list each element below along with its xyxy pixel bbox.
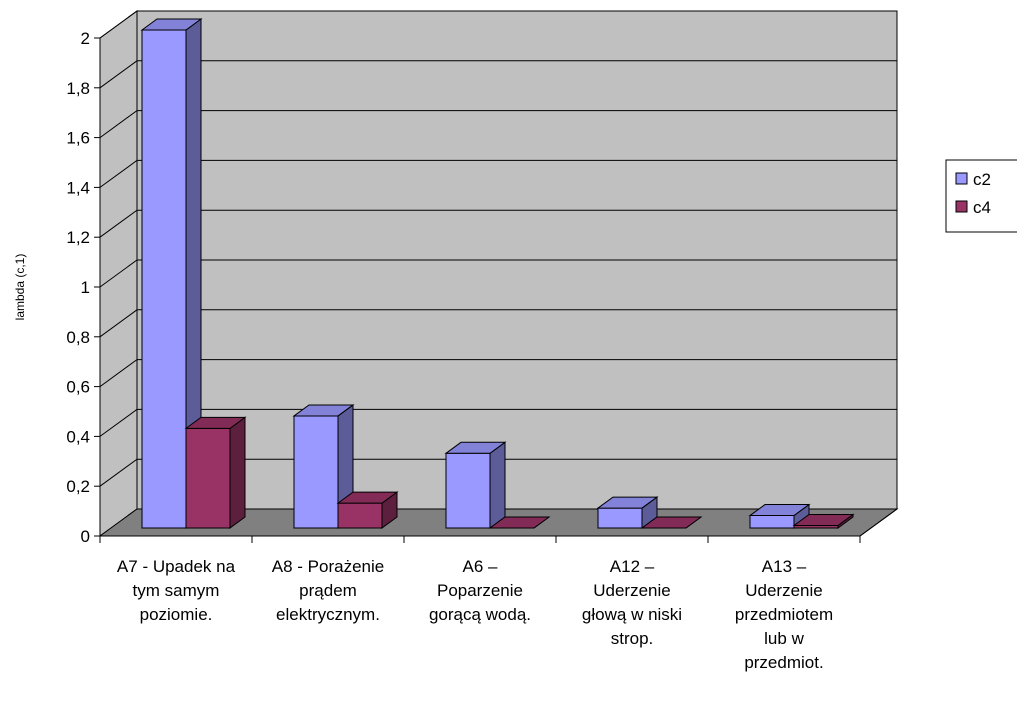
y-tick-label: 1 <box>81 278 90 297</box>
bar-top <box>640 516 703 529</box>
bar <box>640 516 703 529</box>
bar-front <box>445 452 491 529</box>
bar-front <box>337 502 383 529</box>
x-tick-label-line: tym samym <box>133 581 220 600</box>
grid-line <box>99 159 897 188</box>
grid-line <box>99 359 897 388</box>
x-tick-label-line: lub w <box>764 629 804 648</box>
bar-front <box>185 427 231 529</box>
y-tick-label: 0 <box>81 527 90 546</box>
bar <box>596 496 659 529</box>
x-tick-label-line: poziomie. <box>140 605 213 624</box>
x-tick-label-line: A13 – <box>762 557 807 576</box>
y-tick-label: 0,4 <box>66 427 90 446</box>
x-tick-label-line: A8 - Porażenie <box>272 557 384 576</box>
x-tick-label-line: A6 – <box>463 557 499 576</box>
grid-line <box>99 408 897 437</box>
bar-front <box>293 415 339 529</box>
grid-line <box>99 110 897 139</box>
grid-line <box>99 10 897 39</box>
y-tick-label: 0,8 <box>66 328 90 347</box>
bar-top <box>140 18 203 31</box>
x-tick-label: A8 - Porażenie prądem elektrycznym. <box>272 557 384 624</box>
bar-top <box>488 516 551 529</box>
x-tick-label-line: Poparzenie <box>437 581 523 600</box>
legend-swatch <box>955 172 968 185</box>
y-axis-title: lambda (c,1) <box>13 254 27 321</box>
x-tick-label: A12 – Uderzenie głową w niski strop. <box>582 557 682 648</box>
bar <box>336 491 399 529</box>
bar-front <box>749 515 795 529</box>
x-tick-label-line: Uderzenie <box>745 581 823 600</box>
y-tick-label: 0,6 <box>66 378 90 397</box>
bar-side <box>489 441 506 529</box>
bar <box>444 441 507 529</box>
y-tick-label: 1,2 <box>66 228 90 247</box>
x-tick-label: A13 – Uderzenie przedmiotem lub w przedmiot. <box>735 557 833 672</box>
grid-line <box>99 209 897 238</box>
x-tick-label-line: elektrycznym. <box>276 605 380 624</box>
y-tick-label: 1,4 <box>66 178 90 197</box>
y-tick-label: 1,6 <box>66 129 90 148</box>
bar <box>488 516 551 529</box>
bar <box>748 503 811 529</box>
x-tick-label-line: prądem <box>299 581 357 600</box>
x-tick-label-line: głową w niski <box>582 605 682 624</box>
bar-side <box>229 416 246 529</box>
bar <box>792 513 855 529</box>
y-tick-label: 2 <box>81 29 90 48</box>
x-tick-label: A7 - Upadek na tym samym poziomie. <box>117 557 236 624</box>
bar <box>184 416 247 529</box>
x-tick-label: A6 – Poparzenie gorącą wodą. <box>429 557 531 624</box>
bar-top <box>184 416 247 429</box>
grid-line <box>99 458 897 487</box>
legend-box <box>945 159 1017 233</box>
floor-edge <box>859 508 898 537</box>
x-tick-label-line: przedmiotem <box>735 605 833 624</box>
legend-swatch <box>955 200 968 213</box>
x-tick-label-line: A12 – <box>610 557 655 576</box>
grid-line <box>99 60 897 89</box>
bar-top <box>792 514 855 527</box>
legend-label: c4 <box>973 198 991 217</box>
bar-top <box>596 496 659 509</box>
bar-top <box>336 491 399 504</box>
bar-top <box>444 441 507 454</box>
x-tick-label-line: strop. <box>611 629 654 648</box>
bar-front <box>597 507 643 529</box>
y-tick-label: 0,2 <box>66 477 90 496</box>
x-tick-label-line: A7 - Upadek na <box>117 557 236 576</box>
x-tick-label-line: gorącą wodą. <box>429 605 531 624</box>
bar-top <box>748 504 811 517</box>
x-tick-label-line: przedmiot. <box>744 653 823 672</box>
legend-label: c2 <box>973 170 991 189</box>
grid-line <box>99 309 897 338</box>
y-tick-label: 1,8 <box>66 79 90 98</box>
grid-line <box>99 259 897 288</box>
bar-front <box>141 29 187 529</box>
bar-top <box>292 404 355 417</box>
x-tick-label-line: Uderzenie <box>593 581 671 600</box>
